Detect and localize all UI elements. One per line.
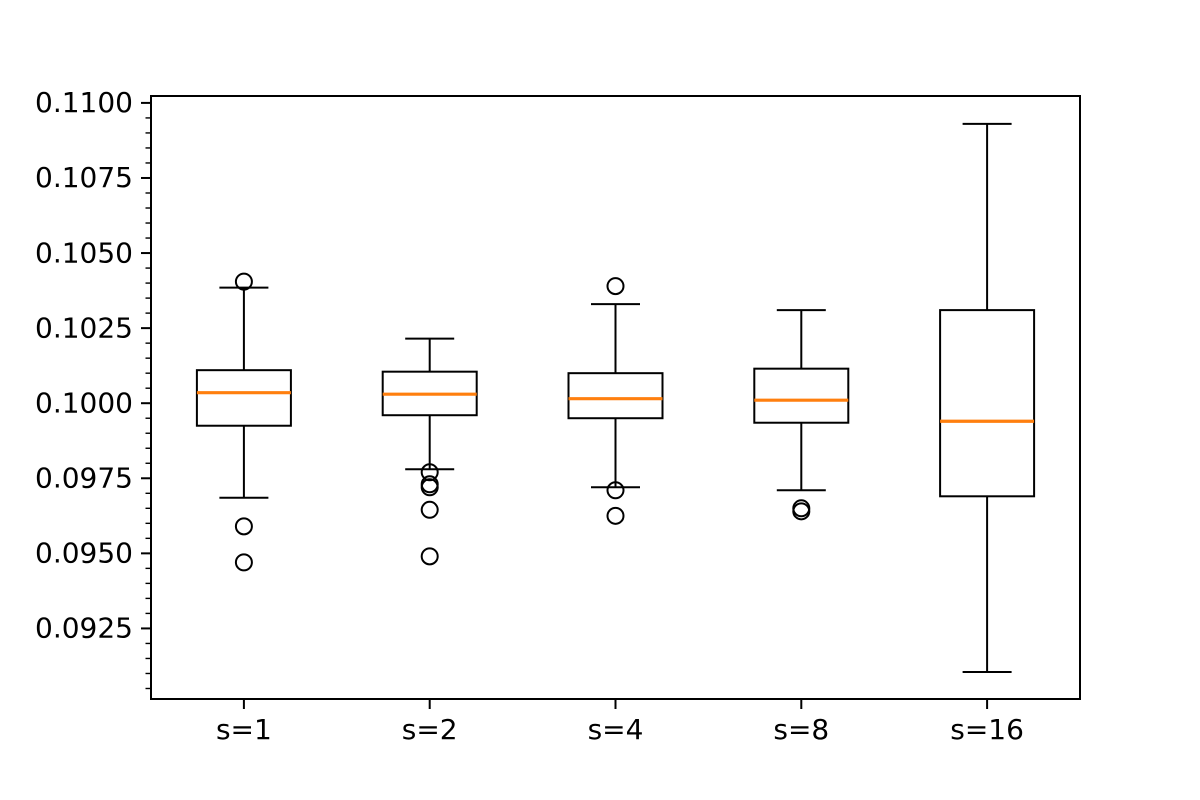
x-tick-label: s=16 [950,713,1024,746]
y-tick-label: 0.1100 [35,86,133,119]
y-tick-label: 0.0925 [35,612,133,645]
box-rect [753,367,850,424]
box-group-s-2 [381,337,478,566]
plot-border [150,95,1081,700]
flier-circle [234,553,253,572]
y-tick-label: 0.0950 [35,537,133,570]
x-tick-label: s=1 [216,713,272,746]
box-group-s-1 [195,272,292,572]
flier-circle [234,272,253,291]
y-tick-label: 0.1075 [35,161,133,194]
x-tick-label: s=8 [773,713,829,746]
box-rect [939,309,1036,498]
x-tick-label: s=4 [588,713,644,746]
flier-circle [234,517,253,536]
y-tick-label: 0.1025 [35,311,133,344]
y-tick-label: 0.1000 [35,386,133,419]
flier-circle [606,506,625,525]
box-rect [567,372,664,420]
x-tick-label: s=2 [402,713,458,746]
flier-circle [606,481,625,500]
y-tick-label: 0.1050 [35,236,133,269]
flier-circle [420,500,439,519]
flier-circle [420,547,439,566]
flier-circle [792,502,811,521]
box-rect [195,369,292,427]
flier-circle [606,277,625,296]
y-tick-label: 0.0975 [35,462,133,495]
box-group-s-16 [939,122,1036,673]
flier-circle [420,478,439,497]
box-group-s-4 [567,277,664,525]
box-group-s-8 [753,309,850,521]
